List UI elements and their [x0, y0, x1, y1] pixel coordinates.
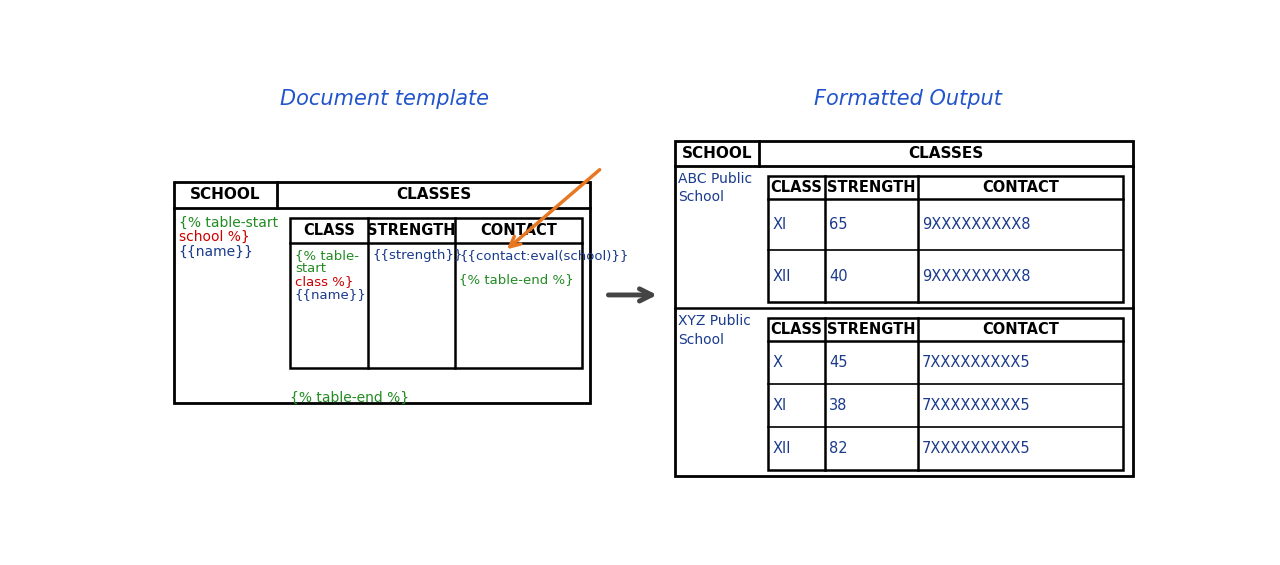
Text: CONTACT: CONTACT — [982, 322, 1059, 337]
Text: X: X — [772, 355, 782, 370]
Text: 7XXXXXXXXX5: 7XXXXXXXXX5 — [922, 355, 1030, 370]
Text: start: start — [294, 262, 326, 275]
Text: 38: 38 — [829, 398, 847, 413]
Text: Document template: Document template — [280, 89, 489, 110]
Text: CLASSES: CLASSES — [396, 188, 471, 202]
Text: XI: XI — [772, 398, 786, 413]
Text: {{strength}}: {{strength}} — [372, 249, 463, 262]
Text: {% table-end %}: {% table-end %} — [460, 273, 573, 286]
Text: XYZ Public
School: XYZ Public School — [678, 314, 751, 346]
Text: XII: XII — [772, 268, 791, 284]
Text: CLASS: CLASS — [303, 223, 355, 238]
Text: 40: 40 — [829, 268, 847, 284]
Text: XI: XI — [772, 217, 786, 232]
Text: {% table-end %}: {% table-end %} — [291, 391, 410, 405]
Text: SCHOOL: SCHOOL — [682, 146, 753, 161]
Text: 65: 65 — [829, 217, 847, 232]
Bar — [676, 141, 1133, 476]
Text: school %}: school %} — [179, 231, 250, 244]
Text: class %}: class %} — [294, 275, 353, 288]
Text: {% table-start: {% table-start — [179, 216, 278, 229]
Text: {{name}}: {{name}} — [179, 245, 253, 259]
Text: 9XXXXXXXXX8: 9XXXXXXXXX8 — [922, 217, 1030, 232]
Text: CLASS: CLASS — [771, 180, 823, 195]
Text: Formatted Output: Formatted Output — [814, 89, 1002, 110]
Text: CONTACT: CONTACT — [480, 223, 557, 238]
Text: STRENGTH: STRENGTH — [827, 322, 915, 337]
Text: {% table-: {% table- — [294, 249, 358, 262]
Text: 9XXXXXXXXX8: 9XXXXXXXXX8 — [922, 268, 1030, 284]
Text: STRENGTH: STRENGTH — [827, 180, 915, 195]
Text: {{name}}: {{name}} — [294, 288, 366, 301]
Bar — [291, 218, 582, 368]
Text: CLASS: CLASS — [771, 322, 823, 337]
Text: 45: 45 — [829, 355, 847, 370]
Text: {{contact:eval(school)}}: {{contact:eval(school)}} — [460, 249, 628, 262]
Bar — [768, 176, 1124, 302]
Text: SCHOOL: SCHOOL — [191, 188, 261, 202]
Text: CLASSES: CLASSES — [909, 146, 983, 161]
Text: CONTACT: CONTACT — [982, 180, 1059, 195]
Text: XII: XII — [772, 441, 791, 456]
Bar — [174, 182, 590, 403]
Text: 82: 82 — [829, 441, 847, 456]
Bar — [768, 318, 1124, 470]
Text: ABC Public
School: ABC Public School — [678, 172, 753, 204]
Text: 7XXXXXXXXX5: 7XXXXXXXXX5 — [922, 441, 1030, 456]
Text: STRENGTH: STRENGTH — [367, 223, 456, 238]
Text: 7XXXXXXXXX5: 7XXXXXXXXX5 — [922, 398, 1030, 413]
